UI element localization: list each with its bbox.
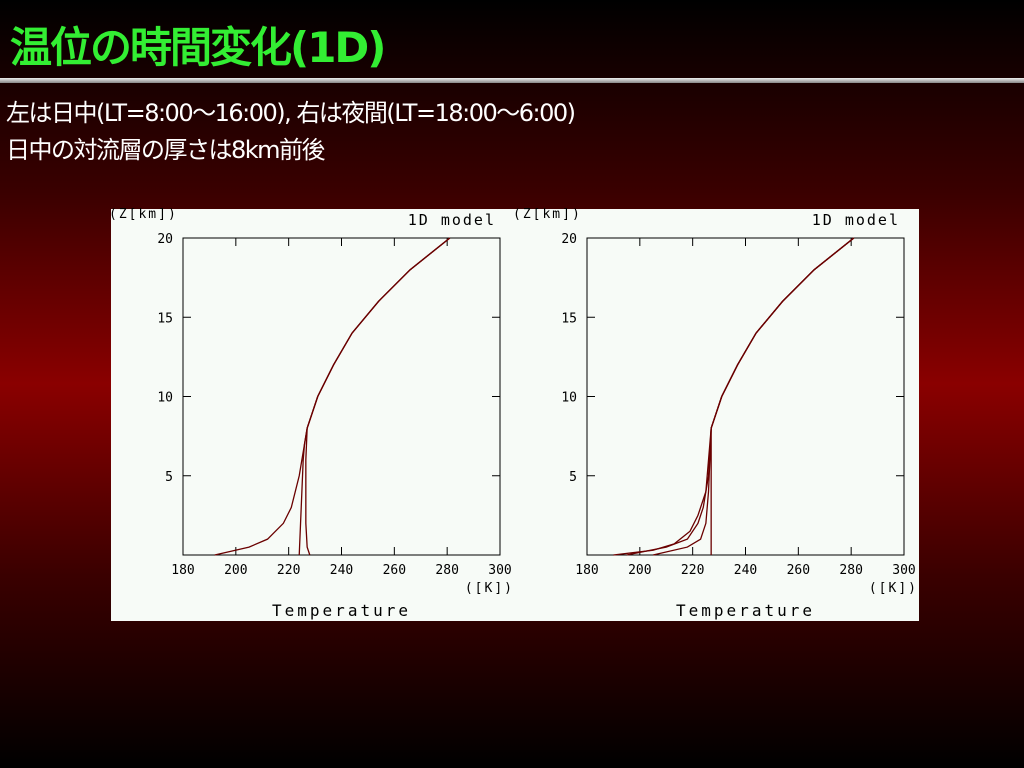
- y-axis-label: (Z[km]): [109, 207, 178, 222]
- text-line: 日中の対流層の厚さは8km前後: [6, 136, 326, 164]
- y-tick-label: 10: [561, 391, 577, 406]
- x-tick-label: 260: [383, 563, 406, 578]
- y-tick-label: 10: [157, 391, 173, 406]
- x-unit-label: ([K]): [465, 581, 514, 596]
- x-tick-label: 240: [734, 563, 757, 578]
- slide-title: 温位の時間変化(1D): [10, 23, 386, 72]
- x-tick-label: 180: [171, 563, 194, 578]
- x-tick-label: 300: [892, 563, 915, 578]
- x-tick-label: 200: [224, 563, 247, 578]
- x-tick-label: 300: [488, 563, 511, 578]
- x-axis-label: Temperature: [676, 601, 815, 620]
- y-tick-label: 15: [157, 311, 173, 326]
- x-tick-label: 220: [277, 563, 300, 578]
- x-tick-label: 260: [787, 563, 810, 578]
- chart-panel: [111, 209, 919, 621]
- y-tick-label: 20: [561, 232, 577, 247]
- text-line: 左は日中(LT=8:00〜16:00), 右は夜間(LT=18:00〜6:00): [6, 99, 576, 127]
- x-tick-label: 280: [839, 563, 862, 578]
- separator: [0, 78, 1024, 83]
- x-tick-label: 180: [575, 563, 598, 578]
- chart-title: 1D model: [408, 211, 496, 229]
- profile-line: [710, 237, 855, 555]
- y-tick-label: 5: [569, 470, 577, 485]
- y-axis-label: (Z[km]): [513, 207, 582, 222]
- x-tick-label: 240: [330, 563, 353, 578]
- x-tick-label: 280: [435, 563, 458, 578]
- x-tick-label: 220: [681, 563, 704, 578]
- y-tick-label: 15: [561, 311, 577, 326]
- x-tick-label: 200: [628, 563, 651, 578]
- y-tick-label: 5: [165, 470, 173, 485]
- y-tick-label: 20: [157, 232, 173, 247]
- x-axis-label: Temperature: [272, 601, 411, 620]
- profile-line: [305, 237, 451, 556]
- x-unit-label: ([K]): [869, 581, 918, 596]
- chart-title: 1D model: [812, 211, 900, 229]
